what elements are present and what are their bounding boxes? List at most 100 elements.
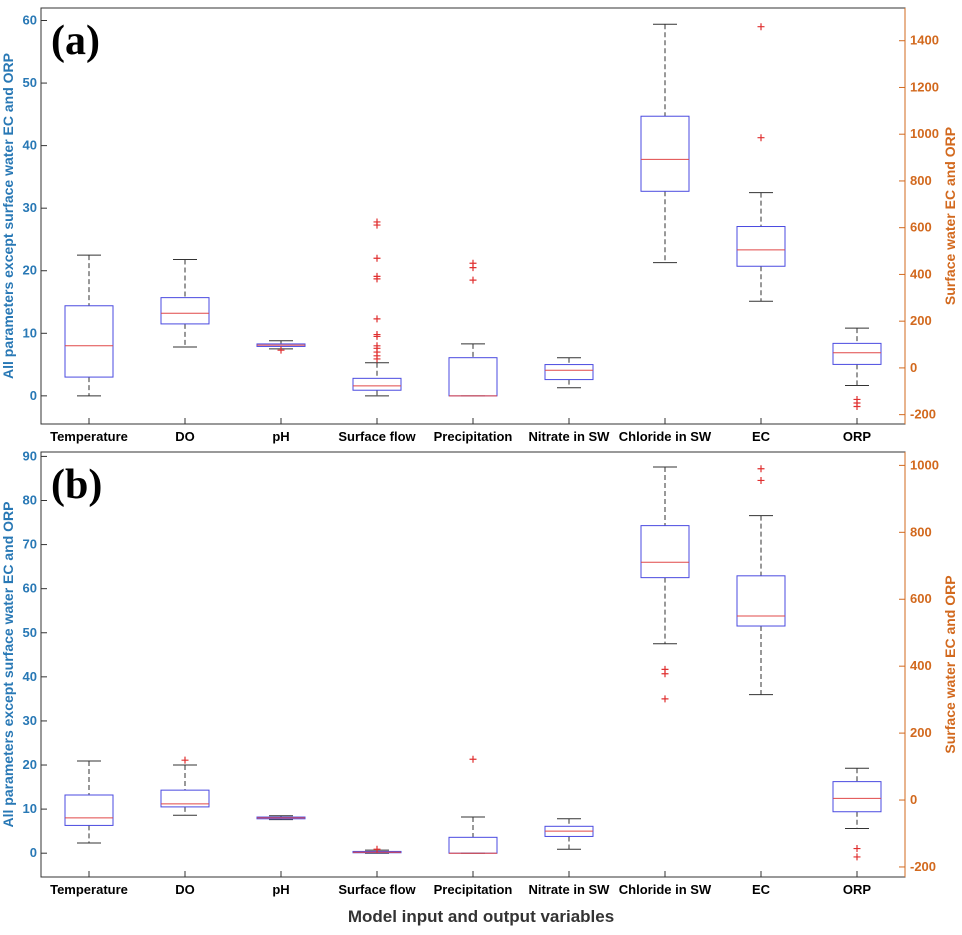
box-nitrate-in-sw — [544, 818, 594, 850]
right-tick-label: 200 — [910, 725, 932, 740]
box-rect — [64, 305, 114, 378]
x-tick-label: EC — [752, 882, 771, 897]
panel-label: (b) — [51, 462, 102, 508]
outlier-marker — [469, 259, 477, 267]
outlier-marker — [373, 218, 381, 226]
panel-label: (a) — [51, 18, 100, 64]
left-tick-label: 90 — [23, 448, 37, 463]
right-tick-label: 0 — [910, 360, 917, 375]
left-tick-label: 30 — [23, 200, 37, 215]
box-rect — [448, 836, 498, 854]
left-tick-label: 60 — [23, 581, 37, 596]
left-tick-label: 50 — [23, 625, 37, 640]
left-tick-label: 0 — [30, 845, 37, 860]
x-tick-label: EC — [752, 429, 771, 444]
box-ph — [256, 340, 306, 354]
outlier-marker — [757, 23, 765, 31]
x-tick-label: pH — [272, 882, 289, 897]
box-rect — [160, 789, 210, 808]
box-rect — [832, 781, 882, 813]
right-tick-label: 600 — [910, 591, 932, 606]
x-tick-label: Nitrate in SW — [529, 429, 611, 444]
box-ec — [736, 465, 786, 696]
x-tick-label: Surface flow — [338, 429, 416, 444]
outlier-marker — [277, 346, 285, 354]
x-tick-label: ORP — [843, 882, 872, 897]
box-ec — [736, 23, 786, 302]
outlier-marker — [853, 402, 861, 410]
box-rect — [736, 575, 786, 627]
left-tick-label: 20 — [23, 757, 37, 772]
box-precipitation — [448, 259, 498, 397]
right-axis-title: Surface water EC and ORP — [942, 575, 958, 753]
left-tick-label: 50 — [23, 75, 37, 90]
left-axis-title: All parameters except surface water EC a… — [0, 53, 16, 379]
left-tick-label: 70 — [23, 537, 37, 552]
left-tick-label: 40 — [23, 138, 37, 153]
outlier-marker — [853, 853, 861, 861]
outlier-marker — [373, 342, 381, 350]
right-tick-label: 800 — [910, 173, 932, 188]
outlier-marker — [373, 315, 381, 323]
box-nitrate-in-sw — [544, 357, 594, 389]
left-tick-label: 10 — [23, 325, 37, 340]
x-tick-label: ORP — [843, 429, 872, 444]
box-rect — [640, 525, 690, 579]
outlier-marker — [757, 465, 765, 473]
box-precipitation — [448, 755, 498, 854]
outlier-marker — [661, 695, 669, 703]
box-orp — [832, 327, 882, 410]
right-tick-label: 0 — [910, 792, 917, 807]
left-tick-label: 60 — [23, 13, 37, 28]
right-tick-label: 1200 — [910, 79, 939, 94]
outlier-marker — [853, 845, 861, 853]
left-tick-label: 10 — [23, 801, 37, 816]
x-tick-label: pH — [272, 429, 289, 444]
outlier-marker — [373, 331, 381, 339]
panel-a: 0 10 20 30 40 50 60 -200 0 200 400 600 800 1000 1200 14… — [0, 7, 958, 444]
right-tick-label: 400 — [910, 266, 932, 281]
box-rect — [352, 377, 402, 391]
outlier-marker — [373, 845, 381, 853]
outlier-marker — [757, 476, 765, 484]
box-rect — [640, 115, 690, 192]
plot-frame — [40, 451, 906, 878]
x-tick-label: DO — [175, 429, 195, 444]
right-tick-label: 400 — [910, 658, 932, 673]
x-tick-label: DO — [175, 882, 195, 897]
box-do — [160, 258, 210, 348]
panel-b: 0 10 20 30 40 50 60 70 80 90 -200 0 200 400 600 800 1000… — [0, 448, 958, 897]
x-tick-label: Chloride in SW — [619, 882, 712, 897]
box-rect — [160, 297, 210, 325]
box-temperature — [64, 254, 114, 397]
outlier-marker — [373, 254, 381, 262]
x-axis-title: Model input and output variables — [347, 907, 615, 926]
left-tick-label: 30 — [23, 713, 37, 728]
x-tick-label: Temperature — [50, 882, 128, 897]
right-tick-label: -200 — [910, 859, 936, 874]
x-tick-label: Temperature — [50, 429, 128, 444]
x-tick-label: Chloride in SW — [619, 429, 712, 444]
right-tick-label: 600 — [910, 220, 932, 235]
right-tick-label: -200 — [910, 407, 936, 422]
box-chloride-in-sw — [640, 23, 690, 264]
plot-frame — [40, 7, 906, 425]
right-tick-label: 200 — [910, 313, 932, 328]
right-axis-title: Surface water EC and ORP — [942, 127, 958, 305]
box-rect — [544, 364, 594, 381]
outlier-marker — [469, 755, 477, 763]
x-tick-label: Precipitation — [434, 429, 513, 444]
x-tick-label: Nitrate in SW — [529, 882, 611, 897]
left-axis-title: All parameters except surface water EC a… — [0, 501, 16, 827]
outlier-marker — [661, 665, 669, 673]
right-tick-label: 1000 — [910, 126, 939, 141]
box-chloride-in-sw — [640, 466, 690, 703]
left-tick-label: 20 — [23, 263, 37, 278]
box-orp — [832, 767, 882, 861]
outlier-marker — [469, 276, 477, 284]
box-ph — [256, 815, 306, 821]
x-tick-label: Precipitation — [434, 882, 513, 897]
outlier-marker — [181, 756, 189, 764]
right-tick-label: 1000 — [910, 457, 939, 472]
